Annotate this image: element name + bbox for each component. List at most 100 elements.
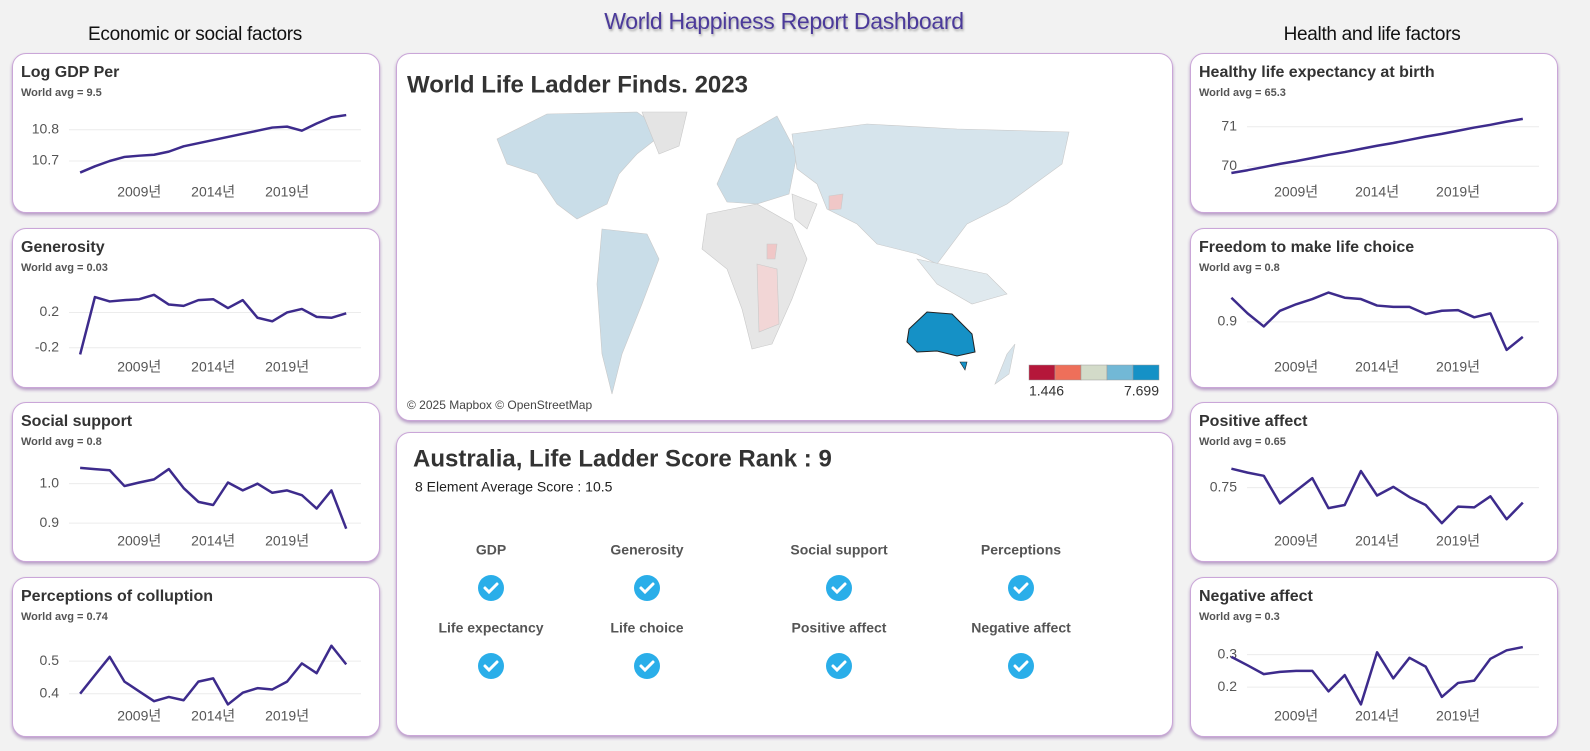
data-line [80,466,348,530]
section-header: Health and life factors [1283,24,1461,45]
chart-subtitle: World avg = 0.8 [21,436,102,448]
y-tick-label: 71 [1221,117,1237,133]
y-tick-label: 0.2 [40,303,60,319]
legend-swatch [1054,364,1082,381]
tasmania [959,361,968,371]
chart-subtitle: World avg = 0.8 [1199,262,1280,274]
x-tick-label: 2009년 [1274,708,1318,724]
europe [716,115,798,205]
legend-swatch [1080,364,1108,381]
arabia [791,193,818,230]
southeast-asia [916,258,1008,305]
x-tick-label: 2009년 [117,533,161,549]
chart-title: Log GDP Per [21,64,119,81]
factor-label: Social support [790,542,888,558]
data-line [79,644,348,706]
y-tick-label: 0.2 [1218,678,1238,694]
x-tick-label: 2014년 [191,533,235,549]
factor-label: Life expectancy [438,620,543,636]
australia [906,311,976,357]
chart-card: Freedom to make life choice World avg = 0… [1190,228,1558,388]
rank-title: Australia, Life Ladder Score Rank : 9 [413,445,832,472]
chart-subtitle: World avg = 65.3 [1199,87,1286,99]
section-header: Economic or social factors [88,24,302,45]
factor-label: Positive affect [792,620,887,636]
check-mark [831,582,847,595]
legend-min: 1.446 [1029,383,1064,399]
rank-panel: Australia, Life Ladder Score Rank : 9 8 … [413,445,1071,679]
check-mark [483,582,499,595]
data-line [1231,467,1524,525]
x-tick-label: 2014년 [191,708,235,724]
egypt [766,243,778,260]
chart-card: Social support World avg = 0.8 0.9 1.0 2009년… [12,402,380,562]
chart-card: Generosity World avg = 0.03 -0.2 0.2 2009년 20… [12,228,380,388]
chart-card: Perceptions of colluption World avg = 0.7… [12,577,380,737]
y-tick-label: -0.2 [35,338,59,354]
x-tick-label: 2019년 [265,708,309,724]
chart-subtitle: World avg = 9.5 [21,87,102,99]
legend-swatch [1106,364,1134,381]
greenland [641,111,688,155]
y-tick-label: 0.9 [1218,313,1238,329]
rank-card: Australia, Life Ladder Score Rank : 9 8 … [396,432,1173,736]
data-line [78,293,347,355]
factor-label: Generosity [610,542,683,558]
color-legend [1028,364,1160,381]
line-chart: Positive affect World avg = 0.65 0.75 2009년… [1199,413,1539,549]
line-chart: Freedom to make life choice World avg = 0… [1199,239,1539,375]
y-tick-label: 10.7 [32,152,59,168]
legend-swatch [1132,364,1160,381]
chart-title: Positive affect [1199,413,1308,430]
check-mark [1013,582,1029,595]
data-line [1231,117,1524,175]
chart-card: Log GDP Per World avg = 9.5 10.7 10.8 2009년 2… [12,53,380,213]
line-chart: Generosity World avg = 0.03 -0.2 0.2 2009년 20… [21,239,361,375]
data-line [79,113,347,174]
map-title: World Life Ladder Finds. 2023 [407,71,748,98]
data-line [1230,291,1524,352]
world-map [496,111,1070,395]
map-card: World Life Ladder Finds. 2023 1.446 7.69… [396,53,1173,421]
map-credit: © 2025 Mapbox © OpenStreetMap [407,398,592,412]
x-tick-label: 2009년 [1274,533,1318,549]
check-mark [831,660,847,673]
line-chart: Social support World avg = 0.8 0.9 1.0 2009년… [21,413,361,549]
chart-title: Freedom to make life choice [1199,239,1414,256]
chart-title: Social support [21,413,133,430]
x-tick-label: 2019년 [1436,533,1480,549]
line-chart: Perceptions of colluption World avg = 0.7… [21,588,361,724]
chart-subtitle: World avg = 0.65 [1199,436,1286,448]
x-tick-label: 2014년 [1355,708,1399,724]
asia [791,123,1070,265]
factor-label: GDP [476,542,506,558]
y-tick-label: 0.9 [40,514,60,530]
chart-title: Perceptions of colluption [21,588,213,605]
x-tick-label: 2019년 [265,184,309,200]
factor-label: Negative affect [971,620,1071,636]
x-tick-label: 2009년 [1274,359,1318,375]
data-line [1230,645,1524,706]
x-tick-label: 2009년 [117,708,161,724]
x-tick-label: 2014년 [1355,184,1399,200]
chart-subtitle: World avg = 0.3 [1199,611,1280,623]
north-america [496,111,666,220]
chart-subtitle: World avg = 0.03 [21,262,108,274]
x-tick-label: 2019년 [1436,184,1480,200]
x-tick-label: 2019년 [1436,359,1480,375]
dashboard-title: World Happiness Report Dashboard [604,8,964,34]
afghanistan [828,193,844,211]
legend-max: 7.699 [1124,383,1159,399]
check-mark [639,660,655,673]
africa [701,203,808,350]
x-tick-label: 2009년 [1274,184,1318,200]
chart-card: Negative affect World avg = 0.3 0.2 0.3 2009… [1190,577,1558,737]
chart-title: Generosity [21,239,105,256]
x-tick-label: 2014년 [191,359,235,375]
line-chart: Log GDP Per World avg = 9.5 10.7 10.8 2009년 2… [21,64,361,200]
chart-card: Healthy life expectancy at birth World av… [1190,53,1558,213]
check-mark [483,660,499,673]
chart-title: Negative affect [1199,588,1313,605]
